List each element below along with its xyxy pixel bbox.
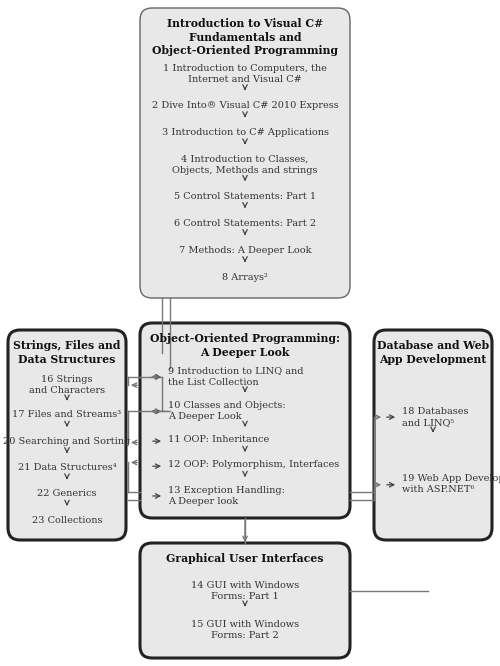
Text: 12 OOP: Polymorphism, Interfaces: 12 OOP: Polymorphism, Interfaces — [168, 460, 339, 470]
Text: 1 Introduction to Computers, the
Internet and Visual C#: 1 Introduction to Computers, the Interne… — [163, 65, 327, 85]
Text: 22 Generics: 22 Generics — [37, 490, 97, 498]
Text: 19 Web App Development
with ASP.NET⁶: 19 Web App Development with ASP.NET⁶ — [402, 474, 500, 494]
FancyBboxPatch shape — [140, 8, 350, 298]
Text: 8 Arrays²: 8 Arrays² — [222, 273, 268, 282]
Text: 20 Searching and Sorting: 20 Searching and Sorting — [4, 437, 130, 446]
Text: 14 GUI with Windows
Forms: Part 1: 14 GUI with Windows Forms: Part 1 — [191, 581, 299, 601]
Text: 16 Strings
and Characters: 16 Strings and Characters — [29, 375, 105, 395]
Text: 17 Files and Streams³: 17 Files and Streams³ — [12, 410, 122, 420]
Text: 10 Classes and Objects:
A Deeper Look: 10 Classes and Objects: A Deeper Look — [168, 401, 286, 421]
Text: 2 Dive Into® Visual C# 2010 Express: 2 Dive Into® Visual C# 2010 Express — [152, 101, 338, 110]
FancyBboxPatch shape — [8, 330, 126, 540]
Text: Introduction to Visual C#
Fundamentals and
Object-Oriented Programming: Introduction to Visual C# Fundamentals a… — [152, 18, 338, 57]
FancyBboxPatch shape — [374, 330, 492, 540]
Text: Strings, Files and
Data Structures: Strings, Files and Data Structures — [14, 340, 120, 365]
Text: 15 GUI with Windows
Forms: Part 2: 15 GUI with Windows Forms: Part 2 — [191, 620, 299, 641]
Text: 13 Exception Handling:
A Deeper look: 13 Exception Handling: A Deeper look — [168, 486, 285, 505]
Text: 5 Control Statements: Part 1: 5 Control Statements: Part 1 — [174, 192, 316, 200]
Text: 11 OOP: Inheritance: 11 OOP: Inheritance — [168, 436, 269, 444]
Text: 3 Introduction to C# Applications: 3 Introduction to C# Applications — [162, 128, 328, 137]
Text: 7 Methods: A Deeper Look: 7 Methods: A Deeper Look — [179, 246, 311, 255]
Text: 18 Databases
and LINQ⁵: 18 Databases and LINQ⁵ — [402, 407, 468, 427]
Text: 4 Introduction to Classes,
Objects, Methods and strings: 4 Introduction to Classes, Objects, Meth… — [172, 155, 318, 175]
Text: Graphical User Interfaces: Graphical User Interfaces — [166, 553, 324, 564]
FancyBboxPatch shape — [140, 323, 350, 518]
Text: 23 Collections: 23 Collections — [32, 515, 102, 525]
Text: Object-Oriented Programming:
A Deeper Look: Object-Oriented Programming: A Deeper Lo… — [150, 333, 340, 358]
Text: 21 Data Structures⁴: 21 Data Structures⁴ — [18, 463, 116, 472]
Text: Database and Web
App Development: Database and Web App Development — [377, 340, 489, 365]
Text: 9 Introduction to LINQ and
the List Collection: 9 Introduction to LINQ and the List Coll… — [168, 366, 304, 386]
FancyBboxPatch shape — [140, 543, 350, 658]
Text: 6 Control Statements: Part 2: 6 Control Statements: Part 2 — [174, 218, 316, 228]
